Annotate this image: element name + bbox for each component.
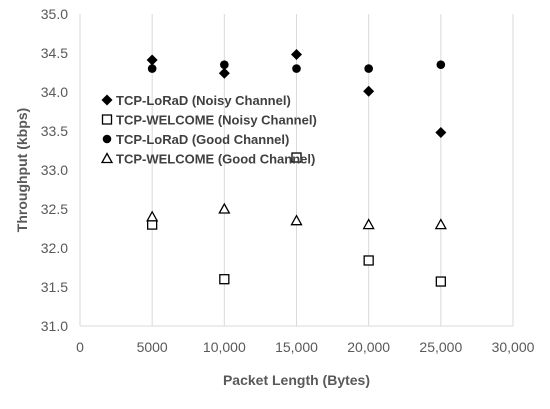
data-point-diamond-filled	[435, 127, 447, 139]
series-1	[146, 49, 447, 139]
y-tick-label: 34.5	[41, 45, 68, 61]
legend-marker-diamond-filled	[101, 94, 113, 106]
legend-label: TCP-WELCOME (Good Channel)	[116, 152, 315, 167]
legend-marker-triangle-open	[100, 152, 114, 164]
y-tick-label: 31.5	[41, 279, 68, 295]
y-tick-label: 31.0	[41, 318, 68, 334]
legend-label: TCP-LoRaD (Noisy Channel)	[116, 93, 291, 108]
legend-label: TCP-WELCOME (Noisy Channel)	[116, 113, 317, 128]
data-point-triangle-open	[362, 218, 375, 230]
series-3	[147, 60, 446, 73]
y-tick-label: 32.5	[41, 201, 68, 217]
data-point-circle-filled	[292, 64, 301, 73]
data-point-square-open	[363, 255, 374, 266]
series-4	[146, 202, 447, 230]
data-point-triangle-open	[434, 218, 447, 230]
gridlines	[151, 14, 514, 326]
y-tick-label: 32.0	[41, 240, 68, 256]
x-tick-label: 0	[76, 339, 84, 355]
data-point-circle-filled	[147, 64, 157, 73]
y-tick-label: 35.0	[41, 6, 68, 22]
data-point-square-open	[219, 274, 230, 285]
data-point-square-open	[147, 219, 158, 230]
x-tick-label: 25,000	[419, 339, 462, 355]
x-tick-label: 10,000	[203, 339, 246, 355]
data-points	[146, 49, 447, 287]
data-point-diamond-filled	[363, 85, 375, 97]
data-point-diamond-filled	[146, 54, 158, 66]
legend-item: TCP-LoRaD (Noisy Channel)	[101, 93, 291, 108]
data-point-triangle-open	[146, 210, 159, 222]
legend: TCP-LoRaD (Noisy Channel) TCP-WELCOME (No…	[100, 93, 317, 167]
data-point-circle-filled	[220, 60, 229, 69]
legend-marker-square-open	[101, 114, 113, 125]
y-tick-label: 33.0	[41, 162, 68, 178]
x-tick-label: 15,000	[275, 339, 318, 355]
x-tick-label: 30,000	[492, 339, 535, 355]
data-point-circle-filled	[364, 64, 373, 73]
legend-label: TCP-LoRaD (Good Channel)	[116, 132, 289, 147]
data-point-diamond-filled	[218, 67, 230, 79]
data-point-diamond-filled	[291, 49, 302, 61]
axes: 0 5000 10,000 15,000 20,000 25,000 30,000 31.0 3…	[41, 6, 535, 355]
legend-marker-circle-filled	[102, 134, 112, 144]
x-tick-label: 5000	[137, 339, 168, 355]
data-point-triangle-open	[218, 202, 231, 214]
x-tick-label: 20,000	[347, 339, 390, 355]
legend-item: TCP-LoRaD (Good Channel)	[102, 132, 289, 147]
data-point-square-open	[435, 276, 446, 287]
y-tick-label: 34.0	[41, 84, 68, 100]
y-tick-label: 33.5	[41, 123, 68, 139]
data-point-circle-filled	[436, 60, 446, 69]
legend-item: TCP-WELCOME (Good Channel)	[100, 152, 315, 167]
data-point-square-open	[291, 152, 302, 163]
x-axis-title: Packet Length (Bytes)	[223, 372, 370, 388]
legend-item: TCP-WELCOME (Noisy Channel)	[101, 113, 317, 128]
y-axis-title: Throughput (kbps)	[14, 108, 30, 232]
data-point-triangle-open	[290, 214, 303, 226]
